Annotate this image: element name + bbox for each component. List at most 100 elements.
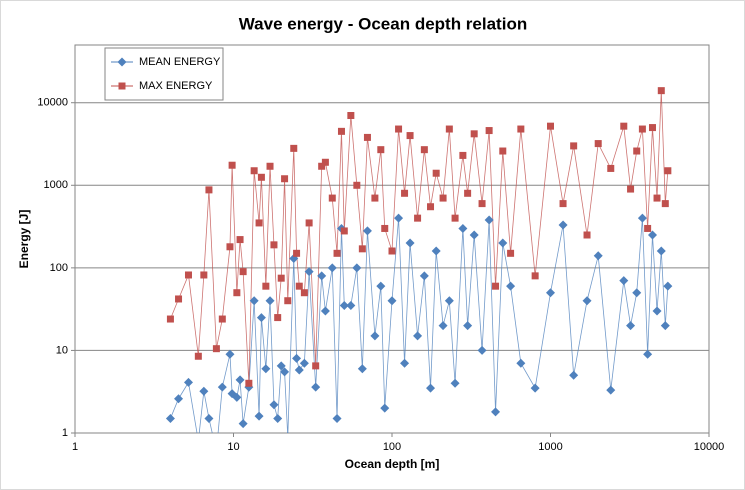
marker	[499, 147, 507, 155]
marker	[358, 245, 366, 253]
marker	[184, 271, 192, 279]
marker	[558, 220, 568, 230]
marker	[337, 127, 345, 135]
marker	[261, 364, 271, 374]
marker	[633, 147, 641, 155]
marker	[507, 249, 515, 257]
marker	[405, 238, 415, 248]
plot-content	[165, 87, 673, 433]
marker	[517, 125, 525, 133]
marker	[491, 407, 501, 417]
marker	[380, 403, 390, 413]
marker	[245, 379, 253, 387]
y-tick-label: 10000	[37, 97, 68, 109]
marker	[478, 200, 486, 208]
marker	[228, 161, 236, 169]
marker	[347, 112, 355, 120]
marker	[593, 251, 603, 261]
marker	[265, 296, 275, 306]
marker	[328, 194, 336, 202]
marker	[470, 130, 478, 138]
marker	[530, 383, 540, 393]
marker	[353, 181, 361, 189]
marker	[333, 249, 341, 257]
series-line	[170, 90, 669, 384]
marker	[212, 345, 220, 353]
marker	[438, 321, 448, 331]
marker	[420, 146, 428, 154]
marker	[340, 227, 348, 235]
marker	[400, 358, 410, 368]
marker	[321, 158, 329, 166]
marker	[582, 296, 592, 306]
marker	[232, 392, 242, 402]
series-line	[170, 218, 669, 433]
marker	[660, 321, 670, 331]
marker	[281, 175, 289, 183]
marker	[643, 349, 653, 359]
marker	[311, 382, 321, 392]
marker	[204, 413, 214, 423]
marker	[235, 375, 245, 385]
marker	[426, 383, 436, 393]
marker	[238, 419, 248, 429]
marker	[320, 306, 330, 316]
marker	[394, 213, 404, 223]
marker	[401, 189, 409, 197]
marker	[570, 142, 578, 150]
marker	[477, 345, 487, 355]
marker	[117, 57, 127, 67]
legend-box	[104, 47, 224, 101]
marker	[218, 315, 226, 323]
marker	[594, 140, 602, 148]
marker	[327, 263, 337, 273]
marker	[569, 370, 579, 380]
marker	[183, 377, 193, 387]
marker	[255, 219, 263, 227]
marker	[226, 243, 234, 251]
marker	[664, 167, 672, 175]
marker	[463, 321, 473, 331]
marker	[174, 394, 184, 404]
marker	[371, 194, 379, 202]
y-tick-label: 10	[56, 344, 68, 356]
marker	[205, 186, 213, 194]
marker	[516, 358, 526, 368]
marker	[276, 361, 286, 371]
marker	[445, 125, 453, 133]
marker	[257, 173, 265, 181]
x-tick-label: 10000	[694, 441, 725, 453]
marker	[419, 271, 429, 281]
marker	[270, 241, 278, 249]
marker	[376, 281, 386, 291]
marker	[451, 214, 459, 222]
marker	[249, 296, 259, 306]
marker	[469, 230, 479, 240]
marker	[387, 296, 397, 306]
marker	[284, 297, 292, 305]
marker	[300, 289, 308, 297]
marker	[293, 249, 301, 257]
marker	[236, 236, 244, 244]
legend-label: MEAN ENERGY	[139, 56, 221, 68]
marker	[458, 223, 468, 233]
marker	[165, 413, 175, 423]
marker	[262, 282, 270, 290]
marker	[118, 82, 126, 90]
marker	[370, 331, 380, 341]
marker	[277, 274, 285, 282]
marker	[506, 281, 516, 291]
marker	[352, 263, 362, 273]
marker	[413, 331, 423, 341]
x-tick-label: 100	[383, 441, 401, 453]
x-tick-label: 1000	[538, 441, 562, 453]
marker	[225, 349, 235, 359]
y-tick-label: 1	[62, 427, 68, 439]
marker	[290, 144, 298, 152]
marker	[547, 122, 554, 130]
marker	[427, 203, 435, 211]
marker	[317, 271, 327, 281]
marker	[339, 301, 349, 311]
marker	[292, 353, 302, 363]
